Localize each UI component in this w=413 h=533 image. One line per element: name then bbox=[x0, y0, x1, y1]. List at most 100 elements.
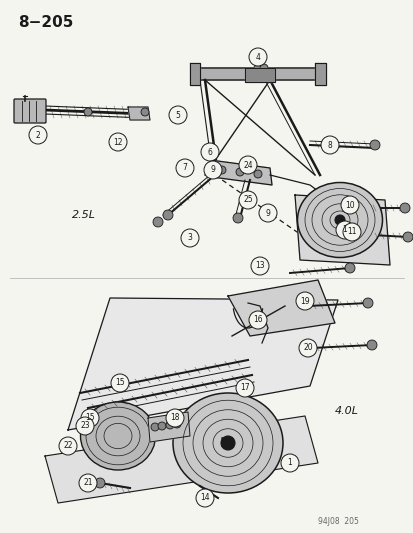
Text: 6: 6 bbox=[207, 148, 212, 157]
Circle shape bbox=[254, 64, 261, 72]
Circle shape bbox=[344, 263, 354, 273]
Circle shape bbox=[166, 409, 183, 427]
Circle shape bbox=[169, 106, 187, 124]
Text: D: D bbox=[220, 436, 231, 450]
Text: 19: 19 bbox=[299, 296, 309, 305]
Text: 13: 13 bbox=[254, 262, 264, 271]
Polygon shape bbox=[228, 280, 334, 336]
Text: 7: 7 bbox=[182, 164, 187, 173]
Text: 11: 11 bbox=[347, 228, 356, 237]
Circle shape bbox=[248, 48, 266, 66]
Circle shape bbox=[201, 143, 218, 161]
Circle shape bbox=[95, 478, 105, 488]
Circle shape bbox=[202, 491, 212, 501]
Circle shape bbox=[250, 257, 268, 275]
Polygon shape bbox=[147, 412, 190, 442]
Circle shape bbox=[335, 221, 353, 239]
Text: 14: 14 bbox=[200, 494, 209, 503]
Circle shape bbox=[218, 166, 225, 174]
Circle shape bbox=[235, 379, 254, 397]
Circle shape bbox=[233, 213, 242, 223]
Circle shape bbox=[151, 423, 159, 431]
Ellipse shape bbox=[173, 393, 282, 493]
Text: 8: 8 bbox=[327, 141, 332, 149]
Circle shape bbox=[340, 196, 358, 214]
Text: 2.5L: 2.5L bbox=[72, 210, 96, 220]
Text: 24: 24 bbox=[242, 160, 252, 169]
Circle shape bbox=[334, 215, 344, 225]
Text: 20: 20 bbox=[302, 343, 312, 352]
Polygon shape bbox=[314, 63, 325, 85]
Text: 15: 15 bbox=[85, 414, 95, 423]
Circle shape bbox=[320, 136, 338, 154]
Circle shape bbox=[84, 108, 92, 116]
Circle shape bbox=[402, 232, 412, 242]
Circle shape bbox=[399, 203, 409, 213]
Polygon shape bbox=[190, 63, 199, 85]
Circle shape bbox=[81, 409, 99, 427]
Text: 3: 3 bbox=[187, 233, 192, 243]
Text: 15: 15 bbox=[115, 378, 124, 387]
FancyBboxPatch shape bbox=[14, 99, 46, 123]
Circle shape bbox=[59, 437, 77, 455]
Polygon shape bbox=[195, 68, 321, 80]
Text: 1: 1 bbox=[342, 225, 347, 235]
Text: 23: 23 bbox=[80, 422, 90, 431]
Circle shape bbox=[238, 191, 256, 209]
Text: 21: 21 bbox=[83, 479, 93, 488]
Text: 10: 10 bbox=[344, 200, 354, 209]
Circle shape bbox=[280, 454, 298, 472]
Circle shape bbox=[111, 374, 129, 392]
Polygon shape bbox=[128, 107, 150, 120]
Circle shape bbox=[204, 161, 221, 179]
Circle shape bbox=[195, 489, 214, 507]
Circle shape bbox=[29, 126, 47, 144]
Text: 1: 1 bbox=[287, 458, 292, 467]
Circle shape bbox=[259, 64, 267, 72]
Circle shape bbox=[141, 108, 149, 116]
Text: 9: 9 bbox=[265, 208, 270, 217]
Ellipse shape bbox=[80, 402, 155, 470]
Circle shape bbox=[254, 170, 261, 178]
Text: 17: 17 bbox=[240, 384, 249, 392]
Circle shape bbox=[153, 217, 163, 227]
Text: 9: 9 bbox=[210, 166, 215, 174]
Circle shape bbox=[176, 159, 194, 177]
Text: 8−205: 8−205 bbox=[18, 15, 73, 30]
Circle shape bbox=[79, 474, 97, 492]
Polygon shape bbox=[209, 160, 271, 185]
Polygon shape bbox=[45, 416, 317, 503]
Circle shape bbox=[173, 420, 180, 428]
Text: 25: 25 bbox=[242, 196, 252, 205]
Circle shape bbox=[342, 223, 360, 241]
Ellipse shape bbox=[297, 182, 382, 257]
Polygon shape bbox=[294, 195, 389, 265]
Circle shape bbox=[295, 292, 313, 310]
Text: 5: 5 bbox=[175, 110, 180, 119]
Text: 2: 2 bbox=[36, 131, 40, 140]
Circle shape bbox=[366, 340, 376, 350]
Polygon shape bbox=[244, 68, 274, 82]
Circle shape bbox=[235, 168, 243, 176]
Text: 22: 22 bbox=[63, 441, 73, 450]
Polygon shape bbox=[68, 298, 337, 430]
Circle shape bbox=[166, 421, 173, 429]
Circle shape bbox=[362, 298, 372, 308]
Circle shape bbox=[248, 311, 266, 329]
Circle shape bbox=[259, 204, 276, 222]
Text: 4: 4 bbox=[255, 52, 260, 61]
Text: 4.0L: 4.0L bbox=[334, 406, 358, 416]
Text: 12: 12 bbox=[113, 138, 122, 147]
Circle shape bbox=[369, 140, 379, 150]
Circle shape bbox=[298, 339, 316, 357]
Circle shape bbox=[76, 417, 94, 435]
Text: 16: 16 bbox=[253, 316, 262, 325]
Circle shape bbox=[163, 210, 173, 220]
Circle shape bbox=[158, 422, 166, 430]
Circle shape bbox=[109, 133, 127, 151]
Text: 18: 18 bbox=[170, 414, 179, 423]
Circle shape bbox=[221, 436, 235, 450]
Circle shape bbox=[180, 229, 199, 247]
Circle shape bbox=[238, 156, 256, 174]
Text: 94J08  205: 94J08 205 bbox=[317, 517, 358, 526]
